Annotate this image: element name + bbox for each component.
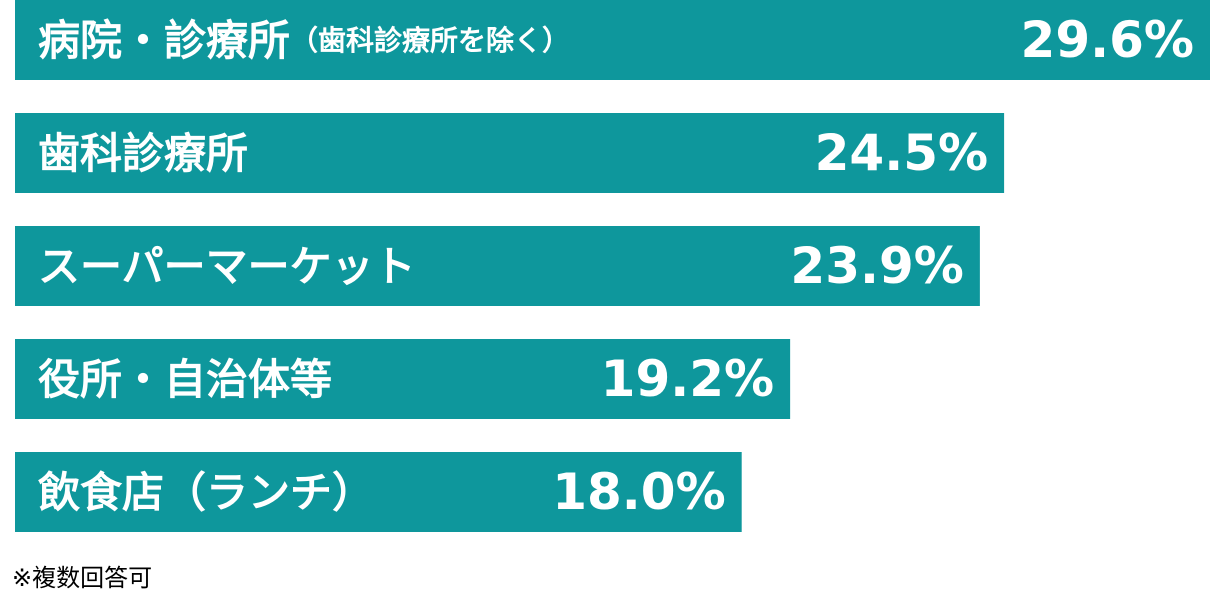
value-label: 18.0% [552, 463, 725, 521]
bar [15, 339, 791, 419]
bar [15, 0, 1210, 80]
category-name: スーパーマーケット [38, 242, 416, 291]
category-label: 飲食店（ランチ） [38, 468, 374, 517]
category-label: 歯科診療所 [38, 129, 248, 178]
category-label: 病院・診療所（歯科診療所を除く） [38, 16, 570, 65]
bar [15, 452, 742, 532]
category-name: 役所・自治体等 [38, 355, 332, 404]
category-name: 飲食店（ランチ） [38, 468, 374, 517]
value-label: 24.5% [815, 124, 988, 182]
category-note: （歯科診療所を除く） [290, 24, 570, 57]
bar [15, 113, 1005, 193]
value-label: 19.2% [601, 350, 774, 408]
category-label: 役所・自治体等 [38, 355, 332, 404]
value-label: 29.6% [1021, 11, 1194, 69]
category-label: スーパーマーケット [38, 242, 416, 291]
value-label: 23.9% [790, 237, 963, 295]
bar [15, 226, 980, 306]
category-name: 病院・診療所 [38, 16, 290, 65]
category-name: 歯科診療所 [38, 129, 248, 178]
footnote: ※複数回答可 [12, 564, 152, 592]
